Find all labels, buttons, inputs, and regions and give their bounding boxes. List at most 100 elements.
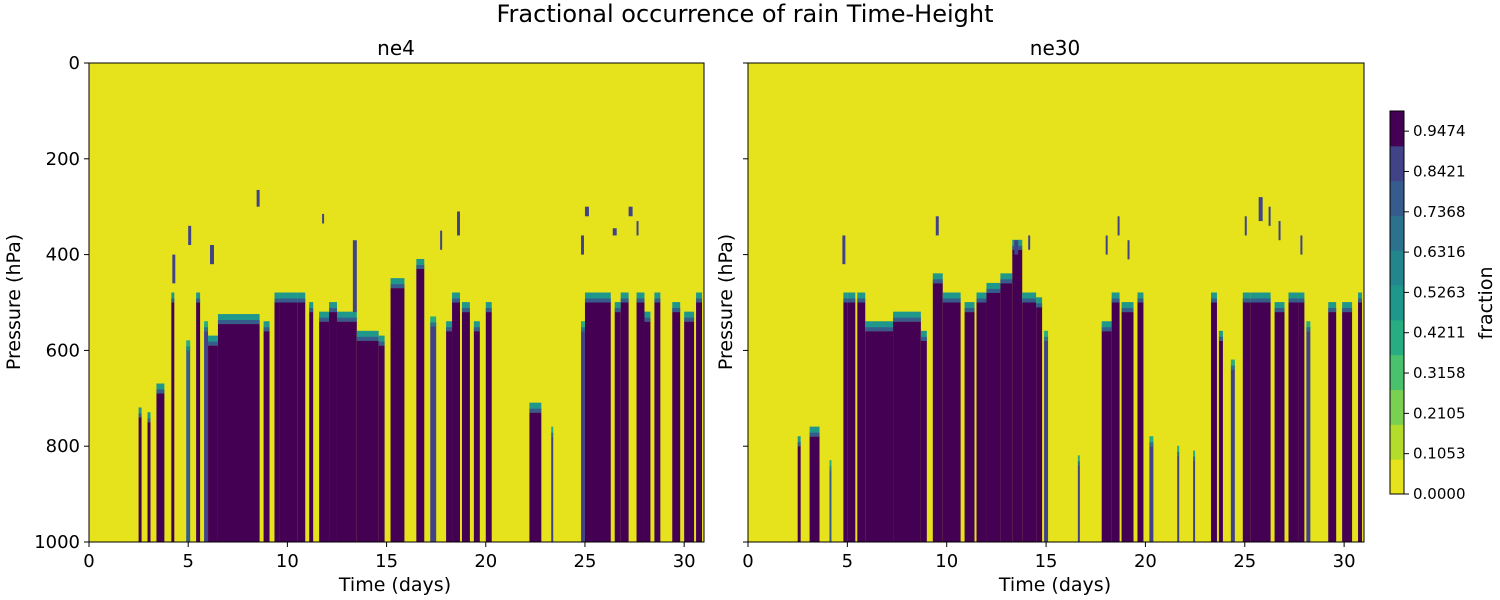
rain-column-ne4 bbox=[584, 302, 611, 542]
rain-column-ne30 bbox=[1012, 249, 1023, 542]
x-tick-label-ne30: 10 bbox=[935, 551, 958, 572]
rain-column-edge-ne30 bbox=[1022, 292, 1037, 303]
rain-column-ne30 bbox=[1137, 302, 1144, 542]
rain-column-ne30 bbox=[964, 312, 975, 542]
rain-column-edge-ne4 bbox=[147, 412, 151, 423]
rain-column-ne4 bbox=[204, 331, 209, 542]
y-tick-label-ne4: 0 bbox=[69, 53, 80, 74]
rain-column-ne4 bbox=[336, 321, 357, 542]
rain-column-ne4 bbox=[263, 331, 270, 542]
rain-column-ne4 bbox=[329, 312, 337, 542]
colorbar-swatch bbox=[1390, 459, 1404, 495]
rain-patch-ne30 bbox=[1127, 240, 1130, 260]
rain-column-ne30 bbox=[1111, 302, 1120, 542]
rain-column-edge-ne4 bbox=[644, 311, 651, 322]
rain-column-ne30 bbox=[1210, 302, 1217, 542]
rain-column-edge-ne30 bbox=[942, 298, 961, 303]
rain-column-edge-ne30 bbox=[1298, 298, 1305, 303]
rain-column-ne4 bbox=[416, 268, 425, 542]
colorbar-swatch bbox=[1390, 145, 1404, 182]
y-tick-label-ne4: 1000 bbox=[34, 532, 80, 553]
rain-column-edge-ne30 bbox=[1210, 292, 1217, 303]
rain-column-edge-ne30 bbox=[1242, 292, 1251, 303]
rain-column-ne4 bbox=[620, 302, 629, 542]
rain-column-edge-ne30 bbox=[809, 426, 820, 437]
rain-column-ne30 bbox=[865, 331, 894, 542]
y-tick-label-ne4: 800 bbox=[46, 436, 80, 457]
rain-column-edge-ne30 bbox=[932, 273, 943, 284]
rain-column-ne4 bbox=[672, 312, 681, 542]
rain-column-ne30 bbox=[1121, 312, 1134, 542]
rain-column-ne4 bbox=[644, 321, 651, 542]
rain-column-ne30 bbox=[809, 436, 820, 542]
rain-column-edge-ne4 bbox=[485, 308, 492, 313]
rain-column-edge-ne30 bbox=[1358, 298, 1363, 303]
rain-column-ne30 bbox=[1000, 283, 1013, 542]
rain-column-edge-ne4 bbox=[416, 258, 425, 269]
rain-patch-ne4 bbox=[210, 245, 214, 265]
rain-column-edge-ne30 bbox=[1000, 273, 1013, 284]
rain-column-edge-ne4 bbox=[196, 298, 201, 303]
rain-column-edge-ne4 bbox=[156, 389, 165, 394]
rain-column-edge-ne30 bbox=[1288, 292, 1299, 303]
rain-column-edge-ne4 bbox=[461, 302, 470, 313]
rain-patch-ne30 bbox=[1258, 197, 1263, 222]
rain-column-ne4 bbox=[390, 288, 405, 542]
rain-column-edge-ne30 bbox=[1193, 450, 1196, 461]
rain-column-edge-ne4 bbox=[684, 311, 695, 322]
rain-column-edge-ne30 bbox=[964, 308, 975, 313]
rain-column-edge-ne4 bbox=[356, 336, 379, 341]
rain-column-edge-ne4 bbox=[196, 292, 201, 303]
rain-column-edge-ne30 bbox=[843, 292, 848, 303]
rain-column-ne30 bbox=[1230, 369, 1235, 542]
rain-column-edge-ne30 bbox=[1274, 308, 1285, 313]
rain-column-edge-ne4 bbox=[138, 407, 142, 418]
colorbar-frame bbox=[1389, 110, 1405, 495]
rain-column-edge-ne30 bbox=[829, 466, 832, 471]
x-tick-label-ne4: 15 bbox=[375, 551, 398, 572]
rain-column-ne4 bbox=[156, 393, 165, 542]
rain-patch-ne4 bbox=[457, 211, 460, 236]
rain-column-ne4 bbox=[430, 326, 437, 542]
colorbar-swatch bbox=[1390, 354, 1404, 391]
rain-column-ne30 bbox=[1077, 465, 1080, 542]
rain-column-ne30 bbox=[920, 340, 927, 542]
rain-column-ne30 bbox=[1306, 331, 1311, 542]
rain-column-edge-ne4 bbox=[636, 292, 645, 303]
rain-column-edge-ne4 bbox=[274, 298, 280, 303]
rain-column-edge-ne4 bbox=[620, 292, 629, 303]
rain-patch-ne4 bbox=[584, 206, 589, 217]
rain-column-edge-ne4 bbox=[297, 292, 306, 303]
rain-column-edge-ne30 bbox=[1328, 308, 1337, 313]
colorbar-tick-label: 0.3158 bbox=[1413, 364, 1466, 382]
rain-patch-ne4 bbox=[188, 225, 192, 246]
rain-column-edge-ne30 bbox=[893, 317, 921, 322]
colorbar-ticks: 0.0000 0.1053 0.2105 0.3158 0.4211 0.5263 0.63… bbox=[1404, 122, 1466, 503]
rain-patch-ne30 bbox=[1028, 235, 1031, 250]
x-tick-label-ne4: 10 bbox=[276, 551, 299, 572]
rain-column-ne4 bbox=[147, 422, 151, 542]
rain-patch-ne4 bbox=[172, 254, 176, 284]
rain-column-edge-ne4 bbox=[696, 298, 703, 303]
rain-column-ne30 bbox=[1358, 302, 1363, 542]
rain-patch-ne30 bbox=[1105, 235, 1108, 255]
rain-column-edge-ne4 bbox=[654, 292, 661, 303]
rain-column-edge-ne4 bbox=[636, 298, 645, 303]
rain-column-edge-ne30 bbox=[976, 298, 987, 303]
rain-column-edge-ne30 bbox=[843, 298, 848, 303]
rain-column-edge-ne30 bbox=[1137, 298, 1144, 303]
colorbar-swatch bbox=[1390, 389, 1404, 425]
rain-column-edge-ne4 bbox=[584, 292, 611, 303]
rain-column-edge-ne30 bbox=[1000, 279, 1013, 284]
axes-ne30: 0 5 10 15 20 25 30 bbox=[742, 62, 1365, 572]
y-tick-label-ne4: 400 bbox=[46, 245, 80, 266]
rain-column-edge-ne4 bbox=[217, 314, 260, 325]
rain-column-edge-ne30 bbox=[865, 321, 894, 332]
rain-patch-ne30 bbox=[1014, 240, 1019, 255]
rain-column-ne30 bbox=[1022, 302, 1037, 542]
rain-column-edge-ne4 bbox=[654, 298, 661, 303]
rain-column-ne30 bbox=[1218, 340, 1223, 542]
rain-column-edge-ne30 bbox=[1177, 445, 1180, 456]
plot-frame-ne30 bbox=[747, 62, 1365, 543]
rain-column-edge-ne4 bbox=[274, 292, 280, 303]
